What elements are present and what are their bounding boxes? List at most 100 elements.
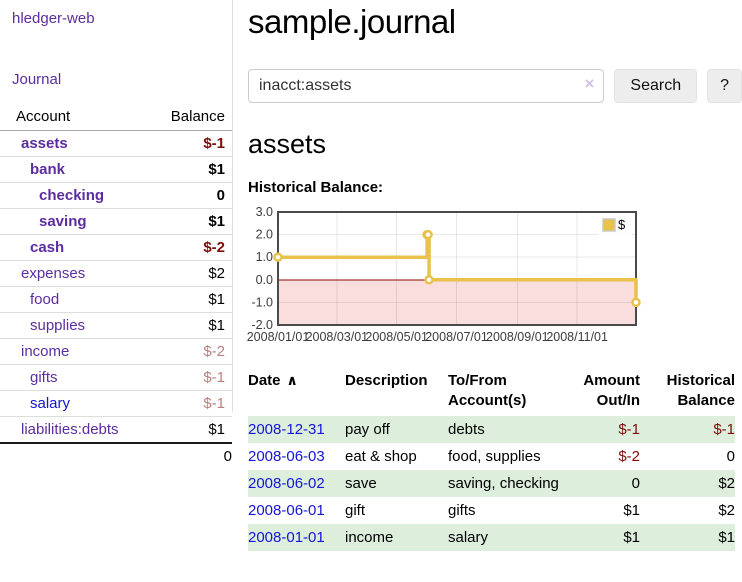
table-row: 2008-12-31 pay off debts $-1 $-1 — [248, 416, 735, 444]
date-link[interactable]: 2008-01-01 — [248, 528, 325, 546]
register-table: Date ∧ Description To/From Account(s) Amo… — [248, 369, 735, 551]
register-header-date[interactable]: Date ∧ — [248, 369, 345, 417]
register-header-description: Description — [345, 371, 428, 389]
balance-cell: $2 — [718, 501, 735, 519]
account-balance: $2 — [208, 265, 225, 282]
search-button[interactable]: Search — [614, 68, 698, 103]
x-tick-label: 2008/05/01 — [365, 330, 428, 344]
account-link[interactable]: gifts — [30, 369, 58, 386]
account-row: checking 0 — [0, 183, 232, 209]
accounts-header-account: Account — [0, 106, 153, 131]
sidebar-nav: Journal — [0, 71, 232, 89]
search-box: × — [248, 68, 605, 103]
date-link[interactable]: 2008-06-03 — [248, 448, 325, 466]
amount-cell: $1 — [623, 528, 640, 546]
account-balance: $1 — [208, 317, 225, 334]
account-balance: 0 — [216, 187, 225, 204]
accounts-header-balance: Balance — [152, 106, 232, 131]
date-link[interactable]: 2008-06-02 — [248, 474, 325, 492]
account-row: assets $-1 — [0, 131, 232, 157]
table-row: 2008-06-01 gift gifts $1 $2 — [248, 497, 735, 524]
y-tick-label: 3.0 — [256, 205, 273, 219]
account-row: liabilities:debts $1 — [0, 417, 232, 443]
clear-search-icon[interactable]: × — [584, 73, 595, 93]
description-cell: pay off — [345, 421, 390, 439]
account-link[interactable]: cash — [30, 239, 65, 256]
account-link[interactable]: salary — [30, 395, 71, 412]
negative-region — [278, 279, 636, 325]
register-header-amount: Amount Out/In — [583, 371, 640, 409]
account-balance: $-2 — [203, 239, 225, 256]
data-point — [631, 297, 641, 307]
description-cell: income — [345, 528, 394, 546]
register-header-balance: Historical Balance — [666, 371, 735, 409]
account-balance: $-1 — [203, 369, 225, 386]
account-row: saving $1 — [0, 209, 232, 235]
accounts-table-body: assets $-1 bank $1 checking 0 saving $1 cash $-2 e… — [0, 131, 232, 443]
description-cell: save — [345, 474, 377, 492]
y-tick-label: -1.0 — [251, 295, 273, 309]
account-link[interactable]: expenses — [21, 265, 86, 282]
account-link[interactable]: liabilities:debts — [21, 421, 119, 438]
accounts-table: Account Balance assets $-1 bank $1 checking 0… — [0, 106, 232, 469]
account-balance: $1 — [208, 161, 225, 178]
balance-cell: $2 — [718, 474, 735, 492]
account-balance: $1 — [208, 291, 225, 308]
account-row: gifts $-1 — [0, 365, 232, 391]
search-input[interactable] — [248, 68, 605, 103]
account-row: income $-2 — [0, 339, 232, 365]
amount-cell: $-2 — [618, 448, 640, 466]
account-row: salary $-1 — [0, 391, 232, 417]
x-tick-label: 2008/07/01 — [425, 330, 488, 344]
sort-ascending-icon: ∧ — [286, 371, 298, 388]
search-form: × Search ? — [248, 68, 742, 103]
account-balance: $1 — [208, 213, 225, 230]
account-balance: $-2 — [203, 343, 225, 360]
account-link[interactable]: income — [21, 343, 70, 360]
accounts-cell: food, supplies — [448, 448, 541, 466]
balance-cell: 0 — [726, 448, 735, 466]
date-link[interactable]: 2008-12-31 — [248, 421, 325, 439]
main-content: sample.journal × Search ? assets Histori… — [247, 0, 742, 551]
account-link[interactable]: checking — [39, 187, 105, 204]
accounts-header-row: Account Balance — [0, 106, 232, 131]
balance-cell: $1 — [718, 528, 735, 546]
register-header-accounts: To/From Account(s) — [448, 371, 527, 409]
register-table-body: 2008-12-31 pay off debts $-1 $-1 2008-06-03 ea… — [248, 416, 735, 551]
help-button[interactable]: ? — [707, 68, 742, 103]
legend-label: $ — [618, 217, 626, 232]
account-row: bank $1 — [0, 157, 232, 183]
account-row: cash $-2 — [0, 235, 232, 261]
account-balance: $-1 — [203, 135, 225, 152]
x-tick-label: 2008/09/01 — [486, 330, 549, 344]
data-point — [424, 274, 434, 285]
account-link[interactable]: saving — [39, 213, 87, 230]
chart-title: Historical Balance: — [248, 178, 384, 196]
account-balance: $1 — [208, 421, 225, 438]
sidebar-divider — [232, 0, 233, 412]
account-link[interactable]: food — [30, 291, 60, 308]
sidebar-item-journal[interactable]: Journal — [12, 71, 62, 88]
y-tick-label: -2.0 — [251, 318, 273, 332]
date-header-label: Date — [248, 371, 281, 389]
accounts-cell: salary — [448, 528, 489, 546]
balance-cell: $-1 — [713, 421, 735, 439]
accounts-cell: saving, checking — [448, 474, 559, 492]
account-link[interactable]: supplies — [30, 317, 86, 334]
account-link[interactable]: assets — [21, 135, 68, 152]
date-link[interactable]: 2008-06-01 — [248, 501, 325, 519]
account-row: expenses $2 — [0, 261, 232, 287]
sidebar: hledger-web Journal Account Balance asse… — [0, 0, 232, 469]
account-heading: assets — [248, 128, 327, 159]
brand-link[interactable]: hledger-web — [12, 10, 95, 27]
account-link[interactable]: bank — [30, 161, 66, 178]
amount-cell: $-1 — [618, 421, 640, 439]
accounts-total: 0 — [223, 448, 232, 465]
y-tick-label: 1.0 — [256, 250, 273, 264]
y-tick-label: 2.0 — [256, 227, 273, 241]
x-tick-label: 2008/11/01 — [546, 330, 608, 344]
accounts-cell: gifts — [448, 501, 476, 519]
account-row: supplies $1 — [0, 313, 232, 339]
description-cell: gift — [345, 501, 366, 519]
accounts-total-row: 0 — [0, 443, 232, 469]
